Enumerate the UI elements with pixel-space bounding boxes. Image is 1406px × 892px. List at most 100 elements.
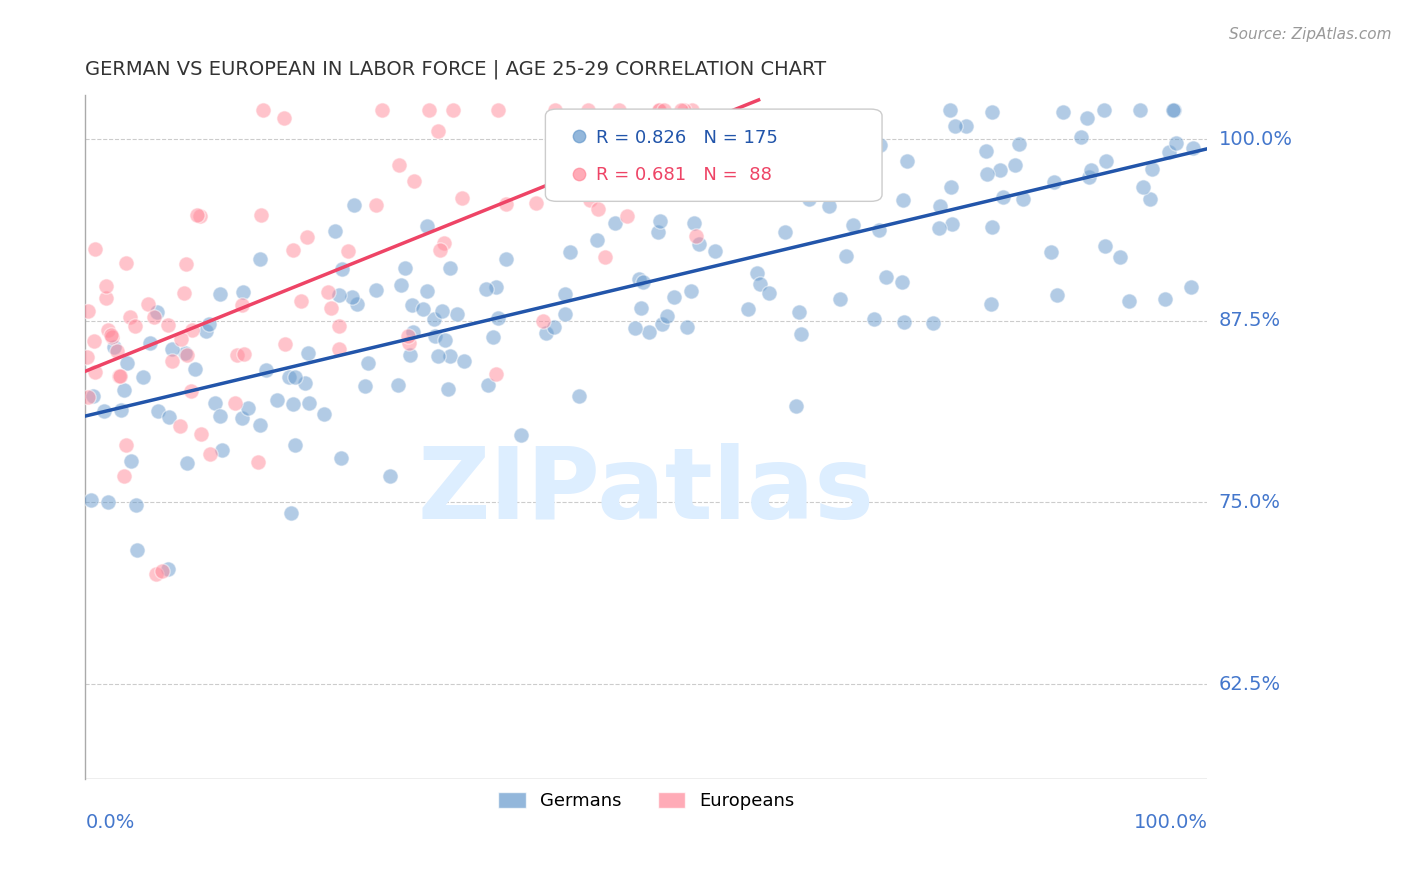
Point [231, 410, 253, 425]
Point [173, 345, 195, 359]
Point [312, 407, 335, 421]
Point [482, 329, 505, 343]
Point [252, 103, 274, 117]
Point [828, 292, 851, 306]
Point [387, 377, 409, 392]
Point [817, 199, 839, 213]
Point [568, 219, 591, 234]
Point [143, 310, 166, 324]
Point [284, 438, 307, 452]
Point [981, 104, 1004, 119]
Point [474, 282, 496, 296]
Point [82, 389, 104, 403]
Point [290, 294, 312, 309]
Point [115, 356, 138, 370]
Point [114, 256, 136, 270]
Point [418, 103, 440, 117]
Point [1129, 103, 1152, 117]
Point [340, 290, 363, 304]
Point [486, 103, 509, 117]
Point [139, 336, 162, 351]
Point [346, 296, 368, 310]
Point [565, 157, 588, 171]
Point [609, 103, 631, 117]
Point [1154, 293, 1177, 307]
Point [1080, 162, 1102, 177]
Point [875, 269, 897, 284]
Point [495, 252, 517, 266]
Point [77, 390, 100, 404]
Point [789, 304, 811, 318]
Point [939, 103, 962, 117]
Point [893, 193, 915, 207]
Point [236, 401, 259, 415]
Point [184, 362, 207, 376]
Point [441, 103, 464, 117]
Point [169, 419, 191, 434]
Point [648, 103, 671, 117]
Point [785, 152, 807, 166]
Point [623, 321, 645, 335]
Point [1164, 136, 1187, 151]
Point [150, 564, 173, 578]
Text: 87.5%: 87.5% [1219, 311, 1281, 330]
Point [157, 409, 180, 424]
Point [316, 285, 339, 299]
Point [1046, 288, 1069, 302]
Point [295, 230, 318, 244]
Point [371, 103, 394, 117]
Point [662, 290, 685, 304]
Point [683, 217, 706, 231]
Point [389, 277, 412, 292]
Point [657, 309, 679, 323]
Point [685, 228, 707, 243]
Point [100, 328, 122, 343]
Point [330, 450, 353, 465]
Point [704, 244, 727, 258]
Point [737, 301, 759, 316]
Point [868, 223, 890, 237]
Point [658, 122, 681, 136]
Point [981, 219, 1004, 234]
Point [401, 298, 423, 312]
Point [783, 139, 806, 153]
Point [437, 382, 460, 396]
Point [198, 447, 221, 461]
Point [328, 288, 350, 302]
Point [1043, 176, 1066, 190]
Point [758, 286, 780, 301]
Point [127, 542, 149, 557]
Point [434, 333, 457, 347]
Point [799, 193, 821, 207]
Point [423, 312, 446, 326]
Point [568, 389, 591, 403]
Point [83, 365, 105, 379]
Point [568, 299, 591, 313]
Point [627, 174, 650, 188]
Point [974, 144, 997, 158]
Point [278, 370, 301, 384]
Point [446, 307, 468, 321]
Point [543, 320, 565, 334]
Point [1157, 145, 1180, 160]
Point [451, 191, 474, 205]
Point [534, 326, 557, 340]
Point [661, 169, 683, 184]
Point [654, 103, 676, 117]
Point [273, 111, 295, 125]
Point [157, 318, 180, 332]
Point [943, 119, 966, 133]
Point [1076, 111, 1098, 125]
Point [893, 315, 915, 329]
Point [323, 224, 346, 238]
Point [378, 469, 401, 483]
Point [1094, 239, 1116, 253]
Point [647, 226, 669, 240]
Point [1008, 137, 1031, 152]
Point [77, 304, 100, 318]
Point [430, 304, 453, 318]
Point [145, 566, 167, 581]
Point [115, 438, 138, 452]
Point [645, 178, 668, 192]
Point [485, 368, 508, 382]
